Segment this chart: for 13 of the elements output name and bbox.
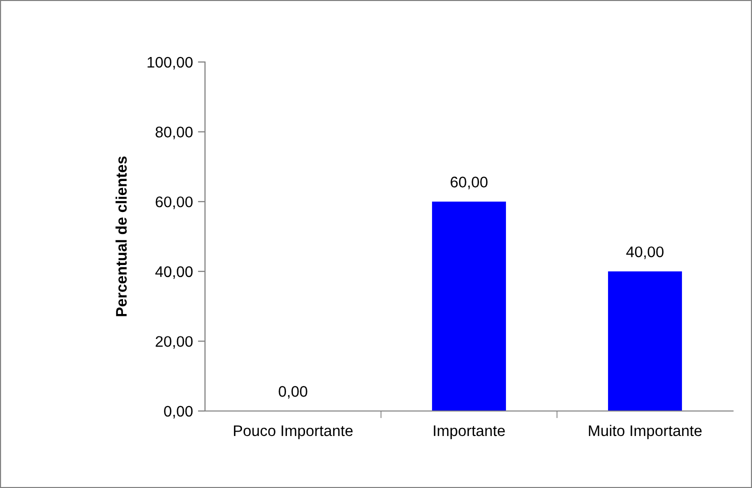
x-tick-label: Importante	[434, 425, 505, 440]
y-tick-label: 80,00	[156, 126, 193, 140]
data-label: 0,00	[278, 386, 308, 399]
data-label: 40,00	[626, 246, 664, 260]
y-tick-label: 60,00	[156, 196, 193, 210]
x-tick-label: Pouco Importante	[234, 425, 353, 440]
y-tick-label: 0,00	[164, 406, 193, 418]
y-tick-label: 40,00	[155, 266, 193, 279]
data-label: 60,00	[450, 176, 488, 190]
y-tick-label: 20,00	[156, 336, 193, 349]
x-tick-label: Muito Importante	[588, 424, 702, 440]
y-axis-title: Percentual de clientes	[116, 156, 127, 316]
y-tick-label: 100,00	[148, 56, 193, 70]
